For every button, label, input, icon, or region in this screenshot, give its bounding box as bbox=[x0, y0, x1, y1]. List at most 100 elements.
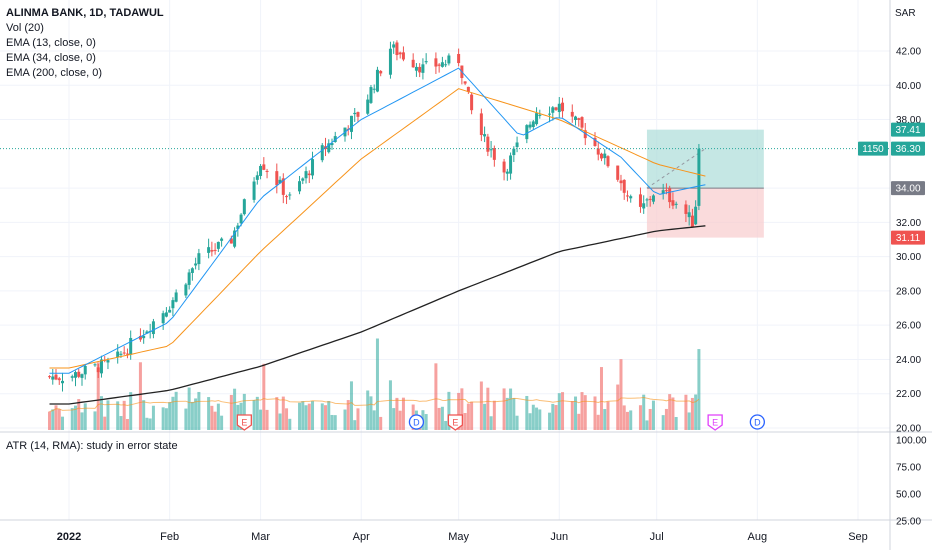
last-price-tag[interactable]: 36.30 bbox=[891, 141, 925, 156]
candle-body bbox=[70, 376, 74, 378]
candle-body bbox=[164, 312, 168, 317]
candle-body bbox=[171, 300, 175, 309]
volume-bar bbox=[664, 408, 668, 430]
earnings-marker[interactable]: E bbox=[447, 414, 464, 431]
volume-bar bbox=[356, 408, 360, 430]
candle-body bbox=[145, 331, 149, 334]
marker-letter: E bbox=[712, 418, 718, 428]
volume-bar bbox=[184, 408, 188, 430]
volume-bar bbox=[528, 413, 532, 430]
candle-body bbox=[122, 352, 126, 354]
candle-body bbox=[262, 164, 266, 170]
volume-bar bbox=[645, 420, 649, 430]
volume-bar bbox=[138, 362, 142, 430]
atr-axis[interactable]: 100.00 75.00 50.00 25.00 bbox=[896, 436, 927, 528]
time-tick: Sep bbox=[848, 531, 868, 543]
candle-body bbox=[187, 272, 191, 285]
candle-body bbox=[349, 115, 353, 132]
dividend-marker[interactable]: D bbox=[749, 414, 765, 430]
time-tick: May bbox=[448, 531, 469, 543]
stop-price-tag[interactable]: 31.11 bbox=[891, 230, 925, 245]
price-axis[interactable]: SAR 42.00 40.00 38.00 34.00 32.00 30.00 28.00 26… bbox=[895, 8, 921, 435]
earnings-future-marker[interactable]: E bbox=[707, 414, 723, 431]
volume-bar bbox=[324, 405, 328, 430]
legend-ema200[interactable]: EMA (200, close, 0) bbox=[6, 67, 102, 79]
volume-bar bbox=[333, 415, 337, 430]
legend-volume[interactable]: Vol (20) bbox=[6, 22, 44, 34]
volume-bar bbox=[548, 412, 552, 430]
volume-bar bbox=[486, 387, 490, 430]
candle-body bbox=[366, 99, 370, 114]
candle-body bbox=[142, 335, 146, 339]
candlestick-series bbox=[48, 40, 701, 392]
svg-text:1150: 1150 bbox=[862, 144, 884, 155]
marker-letter: E bbox=[452, 418, 458, 428]
candle-body bbox=[301, 178, 305, 181]
volume-bar bbox=[694, 394, 698, 430]
time-tick: Apr bbox=[353, 531, 370, 543]
volume-bar bbox=[515, 415, 519, 430]
volume-bar bbox=[479, 381, 483, 430]
volume-bar bbox=[190, 401, 194, 430]
currency-label: SAR bbox=[895, 8, 916, 19]
volume-bar bbox=[509, 388, 513, 430]
candle-body bbox=[492, 148, 496, 160]
candle-body bbox=[330, 143, 334, 146]
candle-body bbox=[281, 178, 285, 195]
legend-ema34[interactable]: EMA (34, close, 0) bbox=[6, 52, 96, 64]
volume-bar bbox=[161, 407, 165, 430]
price-tick: 26.00 bbox=[896, 321, 921, 332]
candle-body bbox=[57, 378, 61, 381]
volume-bar bbox=[596, 414, 600, 430]
candle-body bbox=[288, 194, 292, 196]
time-axis[interactable]: 2022 Feb Mar Apr May Jun Jul Aug Sep bbox=[57, 531, 868, 543]
volume-bar bbox=[648, 408, 652, 430]
volume-bar bbox=[346, 400, 350, 430]
volume-bar bbox=[684, 394, 688, 430]
candle-body bbox=[395, 42, 399, 56]
candle-body bbox=[61, 380, 65, 384]
atr-tick: 75.00 bbox=[896, 463, 921, 474]
time-tick: Jul bbox=[650, 531, 664, 543]
candle-body bbox=[129, 337, 133, 355]
price-tags: 37.41 36.30 34.00 31.11 1150 bbox=[858, 122, 925, 245]
candle-body bbox=[333, 136, 337, 142]
entry-price-tag[interactable]: 34.00 bbox=[891, 181, 925, 196]
candle-body bbox=[93, 364, 97, 366]
volume-bar bbox=[197, 391, 201, 430]
svg-text:36.30: 36.30 bbox=[895, 144, 920, 155]
time-tick: 2022 bbox=[57, 531, 81, 543]
volume-bar bbox=[629, 410, 633, 430]
candle-body bbox=[233, 230, 237, 247]
legend-ema13[interactable]: EMA (13, close, 0) bbox=[6, 37, 96, 49]
volume-bar bbox=[489, 416, 493, 430]
candle-body bbox=[505, 171, 509, 174]
atr-legend[interactable]: ATR (14, RMA): study in error state bbox=[6, 440, 178, 452]
candle-body bbox=[73, 372, 77, 378]
target-price-tag[interactable]: 37.41 bbox=[891, 122, 925, 137]
volume-bar bbox=[661, 415, 665, 430]
volume-bar bbox=[229, 394, 233, 430]
long-position-tool[interactable] bbox=[646, 129, 764, 238]
marker-letter: D bbox=[413, 418, 420, 428]
candle-body bbox=[213, 249, 217, 251]
candle-body bbox=[580, 117, 584, 128]
candle-body bbox=[285, 196, 289, 198]
price-tick: 30.00 bbox=[896, 252, 921, 263]
candle-body bbox=[168, 309, 172, 313]
dividend-marker[interactable]: D bbox=[408, 414, 425, 430]
volume-bar bbox=[483, 403, 487, 430]
volume-bar bbox=[434, 363, 438, 430]
candle-body bbox=[197, 253, 201, 265]
volume-bar bbox=[278, 413, 282, 430]
candle-body bbox=[106, 360, 110, 363]
candle-body bbox=[369, 87, 373, 103]
earnings-marker[interactable]: E bbox=[236, 414, 252, 431]
candle-body bbox=[236, 225, 240, 229]
time-tick: Jun bbox=[550, 531, 568, 543]
volume-bar bbox=[554, 405, 558, 430]
candle-body bbox=[255, 175, 259, 180]
symbol-title[interactable]: ALINMA BANK, 1D, TADAWUL bbox=[6, 7, 164, 19]
candle-body bbox=[54, 374, 58, 380]
